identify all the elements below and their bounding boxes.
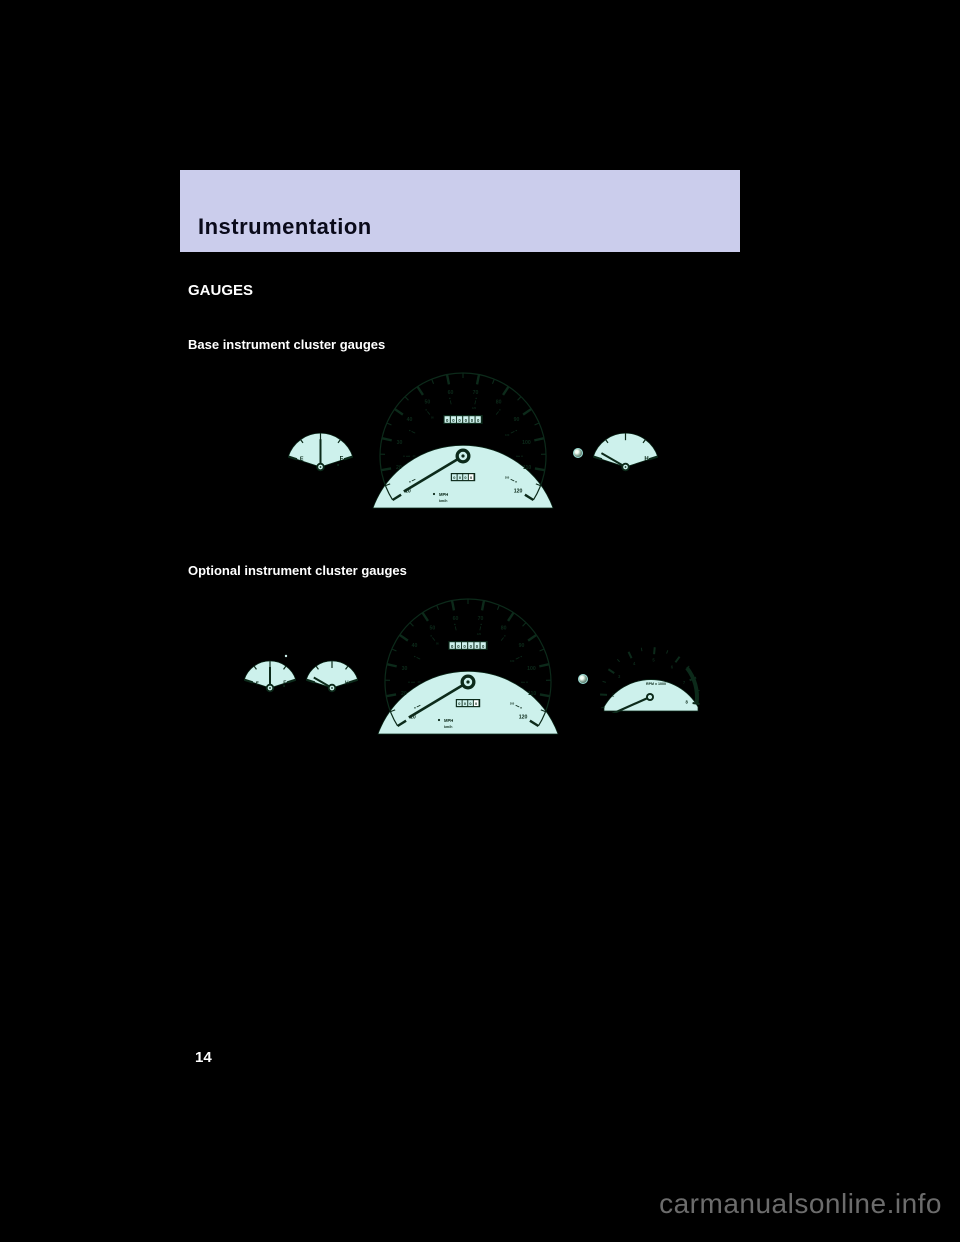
svg-text:50: 50: [429, 626, 435, 632]
svg-text:0: 0: [463, 701, 465, 706]
svg-text:20: 20: [401, 691, 407, 697]
svg-text:km/h: km/h: [439, 499, 447, 503]
svg-text:160: 160: [505, 433, 510, 437]
svg-text:120: 120: [476, 632, 481, 636]
svg-text:H: H: [344, 680, 348, 686]
svg-text:6: 6: [670, 664, 673, 669]
svg-text:F: F: [340, 456, 344, 462]
svg-text:90: 90: [514, 417, 520, 423]
svg-text:200: 200: [509, 701, 514, 705]
svg-text:100: 100: [527, 666, 536, 672]
svg-text:110: 110: [527, 691, 535, 697]
page-title: Instrumentation: [198, 214, 372, 240]
svg-text:200: 200: [505, 475, 510, 479]
svg-text:20: 20: [396, 465, 402, 471]
svg-text:60: 60: [448, 390, 454, 396]
svg-text:60: 60: [452, 616, 458, 622]
svg-text:120: 120: [518, 714, 527, 720]
svg-text:100: 100: [522, 440, 531, 446]
svg-text:120: 120: [472, 406, 477, 410]
svg-text:30: 30: [401, 666, 407, 672]
svg-text:0: 0: [469, 701, 471, 706]
temp-gauge: H: [593, 422, 658, 474]
svg-text:0: 0: [464, 475, 466, 480]
header-bar: Instrumentation: [180, 170, 740, 252]
temp-gauge-small: H: [306, 653, 358, 695]
watermark: carmanualsonline.info: [659, 1188, 942, 1220]
svg-text:90: 90: [518, 643, 524, 649]
svg-text:E: E: [300, 456, 304, 462]
page-number: 14: [195, 1049, 212, 1066]
speedometer-optional: 1020304050607080901001101204080120160200…: [368, 596, 568, 751]
svg-text:120: 120: [514, 488, 523, 494]
optional-cluster: EF H 10203040506070809010011012040801201…: [206, 596, 780, 751]
subheading-base-cluster: Base instrument cluster gauges: [188, 337, 780, 352]
svg-text:80: 80: [500, 626, 506, 632]
subheading-optional-cluster: Optional instrument cluster gauges: [188, 563, 780, 578]
svg-text:40: 40: [411, 643, 417, 649]
svg-text:MPH: MPH: [439, 492, 448, 497]
svg-text:4: 4: [632, 661, 635, 666]
svg-text:80: 80: [435, 642, 438, 646]
svg-text:MPH: MPH: [444, 718, 453, 723]
tachometer: 12345678RPM x 1000: [598, 635, 703, 713]
svg-text:80: 80: [431, 416, 434, 420]
speedometer: 1020304050607080901001101204080120160200…: [363, 370, 563, 525]
svg-text:160: 160: [510, 659, 515, 663]
svg-text:5: 5: [652, 657, 655, 662]
svg-text:0: 0: [453, 475, 455, 480]
svg-text:50: 50: [424, 400, 430, 406]
svg-text:0: 0: [475, 701, 477, 706]
svg-text:km/h: km/h: [444, 725, 452, 729]
svg-text:80: 80: [496, 400, 502, 406]
svg-text:RPM x 1000: RPM x 1000: [646, 682, 666, 686]
trip-reset-knob-optional: [578, 674, 588, 684]
base-cluster: EF 1020304050607080901001101204080120160…: [206, 370, 780, 525]
svg-text:30: 30: [397, 440, 403, 446]
svg-text:7: 7: [682, 680, 685, 685]
fuel-gauge: EF: [288, 422, 353, 474]
svg-text:0: 0: [459, 475, 461, 480]
svg-text:H: H: [644, 456, 648, 462]
trip-reset-knob: [573, 448, 583, 458]
svg-text:110: 110: [523, 465, 531, 471]
svg-text:70: 70: [473, 390, 479, 396]
svg-text:40: 40: [407, 417, 413, 423]
svg-text:70: 70: [477, 616, 483, 622]
svg-text:E: E: [255, 680, 258, 685]
svg-text:3: 3: [618, 673, 621, 678]
svg-text:0: 0: [458, 701, 460, 706]
fuel-gauge-small: EF: [244, 653, 296, 695]
section-heading-gauges: GAUGES: [188, 282, 780, 299]
svg-text:0: 0: [470, 475, 472, 480]
